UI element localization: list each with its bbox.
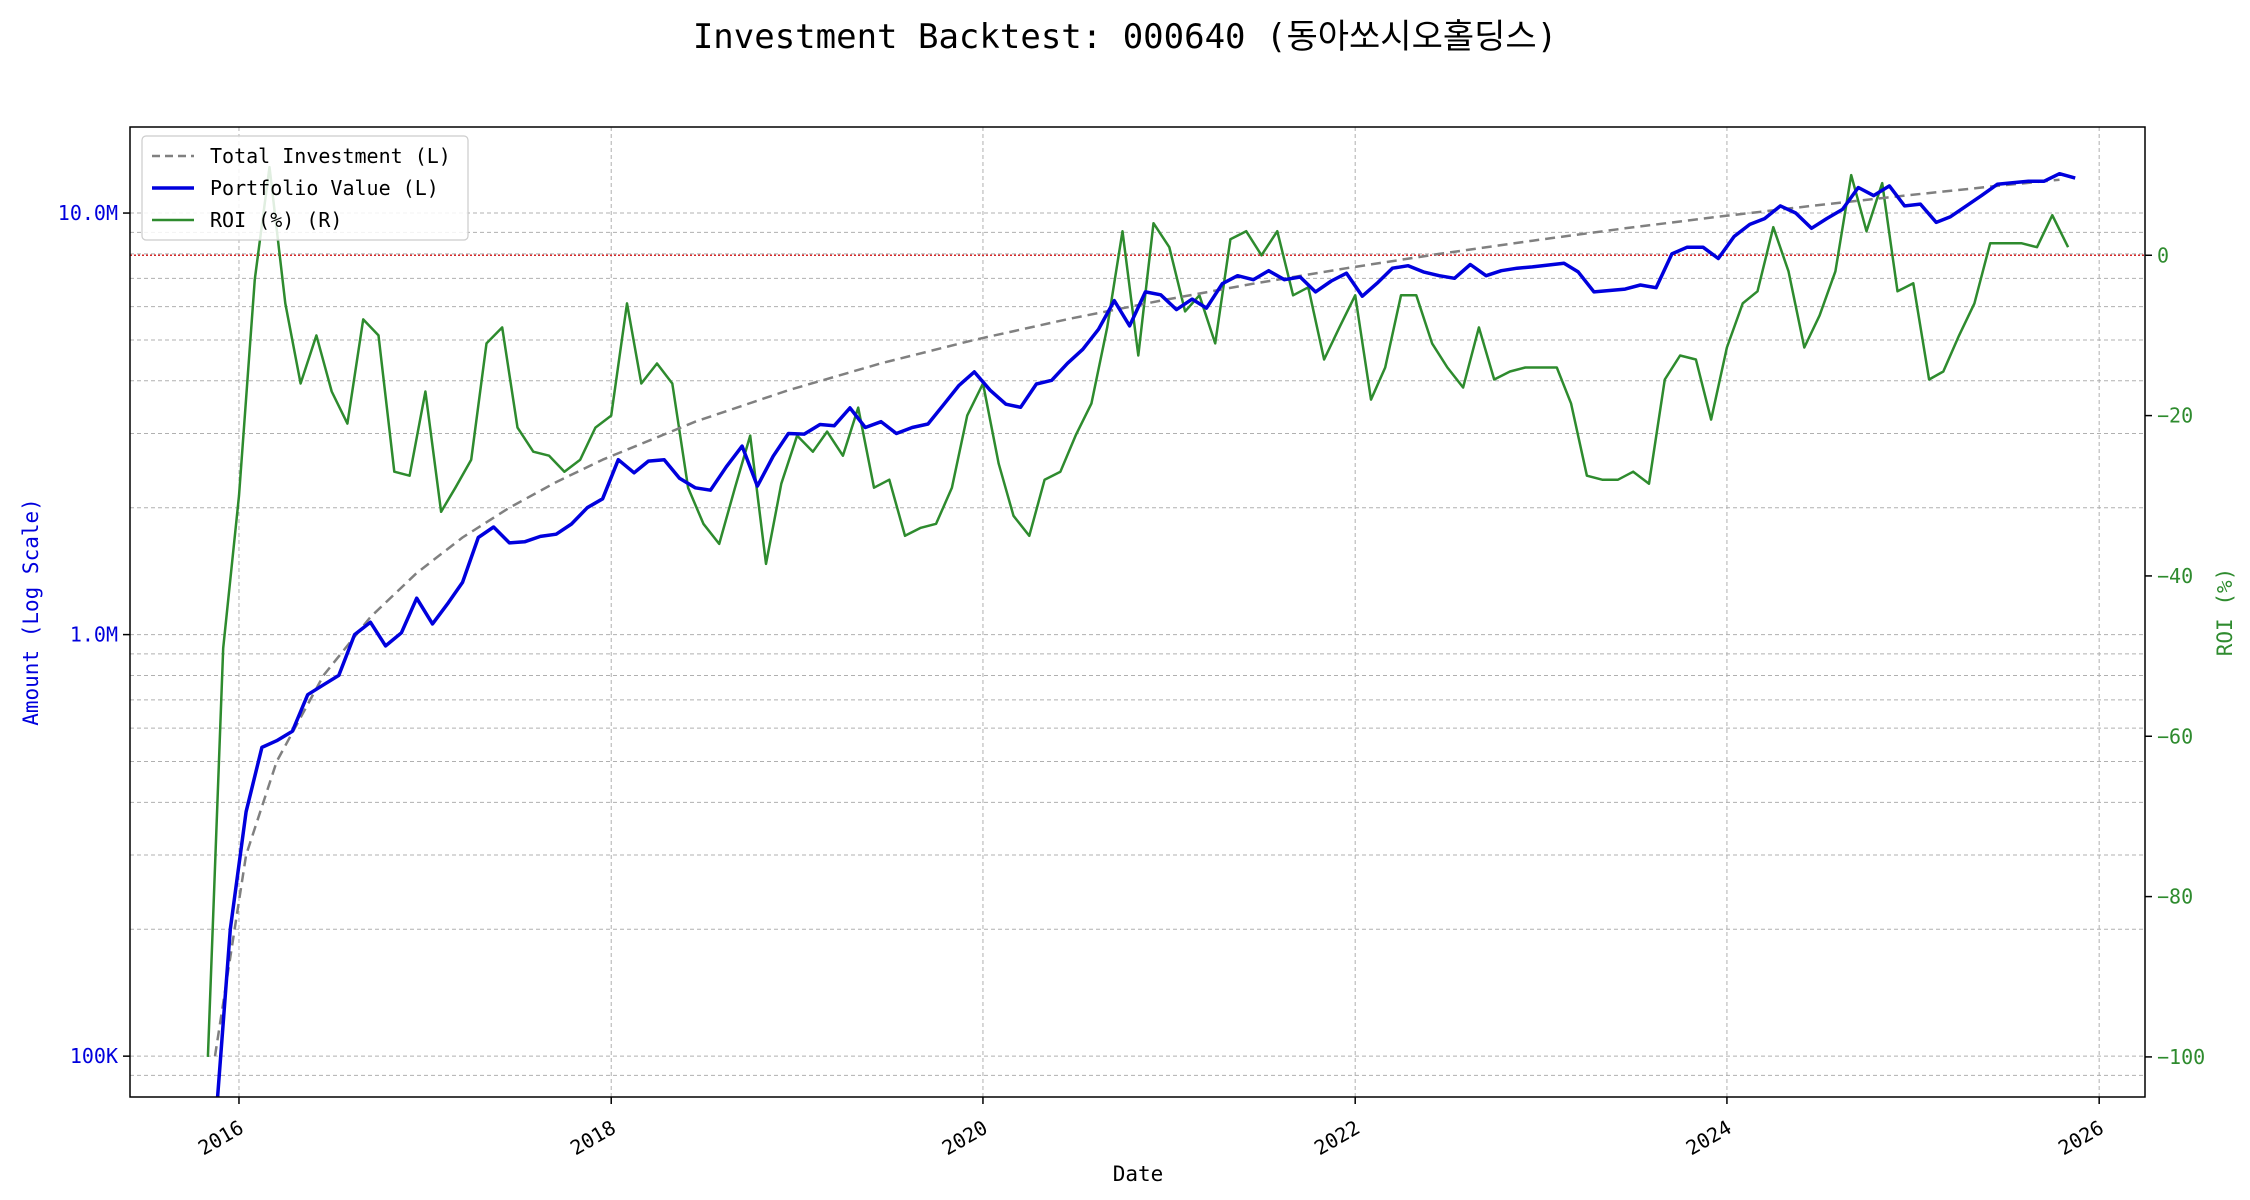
right-y-tick-label: −60: [2157, 724, 2193, 748]
right-y-tick-label: −80: [2157, 885, 2193, 909]
x-axis-ticks: 2016 2018 2020 2022 2024 2026: [194, 1097, 2108, 1160]
grid-lines: [130, 127, 2145, 1098]
legend-entry-label: Portfolio Value (L): [210, 176, 439, 200]
x-tick-label: 2024: [1682, 1115, 1736, 1160]
x-tick-label: 2022: [1310, 1115, 1364, 1160]
right-y-tick-label: −20: [2157, 404, 2193, 428]
left-y-axis-label: Amount (Log Scale): [19, 498, 43, 726]
legend-entry-label: ROI (%) (R): [210, 208, 342, 232]
series-lines: [206, 165, 2076, 1097]
x-tick-label: 2018: [566, 1115, 620, 1160]
right-y-axis-label: ROI (%): [2213, 568, 2237, 657]
series-line-portfolio-value-l: [215, 171, 2076, 1097]
x-tick-label: 2026: [2054, 1115, 2108, 1160]
right-y-axis-ticks: 0 −20 −40 −60 −80 −100: [2145, 243, 2205, 1069]
right-y-tick-label: −100: [2157, 1045, 2205, 1069]
x-tick-label: 2020: [938, 1115, 992, 1160]
left-y-axis-ticks: 100K 1.0M 10.0M: [58, 201, 130, 1068]
right-y-tick-label: 0: [2157, 243, 2169, 267]
legend-box: [141, 135, 469, 241]
left-y-tick-label: 1.0M: [70, 623, 118, 647]
plot-frame: [129, 126, 2146, 1098]
x-tick-label: 2016: [194, 1115, 248, 1160]
chart-title: Investment Backtest: 000640 (동아쏘시오홀딩스): [693, 17, 1557, 57]
right-y-tick-label: −40: [2157, 564, 2193, 588]
left-y-tick-label: 10.0M: [58, 201, 118, 225]
series-line-roi-r: [206, 165, 2070, 1057]
legend-entry-label: Total Investment (L): [210, 144, 451, 168]
legend: Total Investment (L) Portfolio Value (L) R…: [141, 135, 469, 241]
series-line-total-investment-l: [213, 178, 2060, 1057]
x-axis-label: Date: [1113, 1162, 1164, 1186]
left-y-tick-label: 100K: [70, 1044, 118, 1068]
